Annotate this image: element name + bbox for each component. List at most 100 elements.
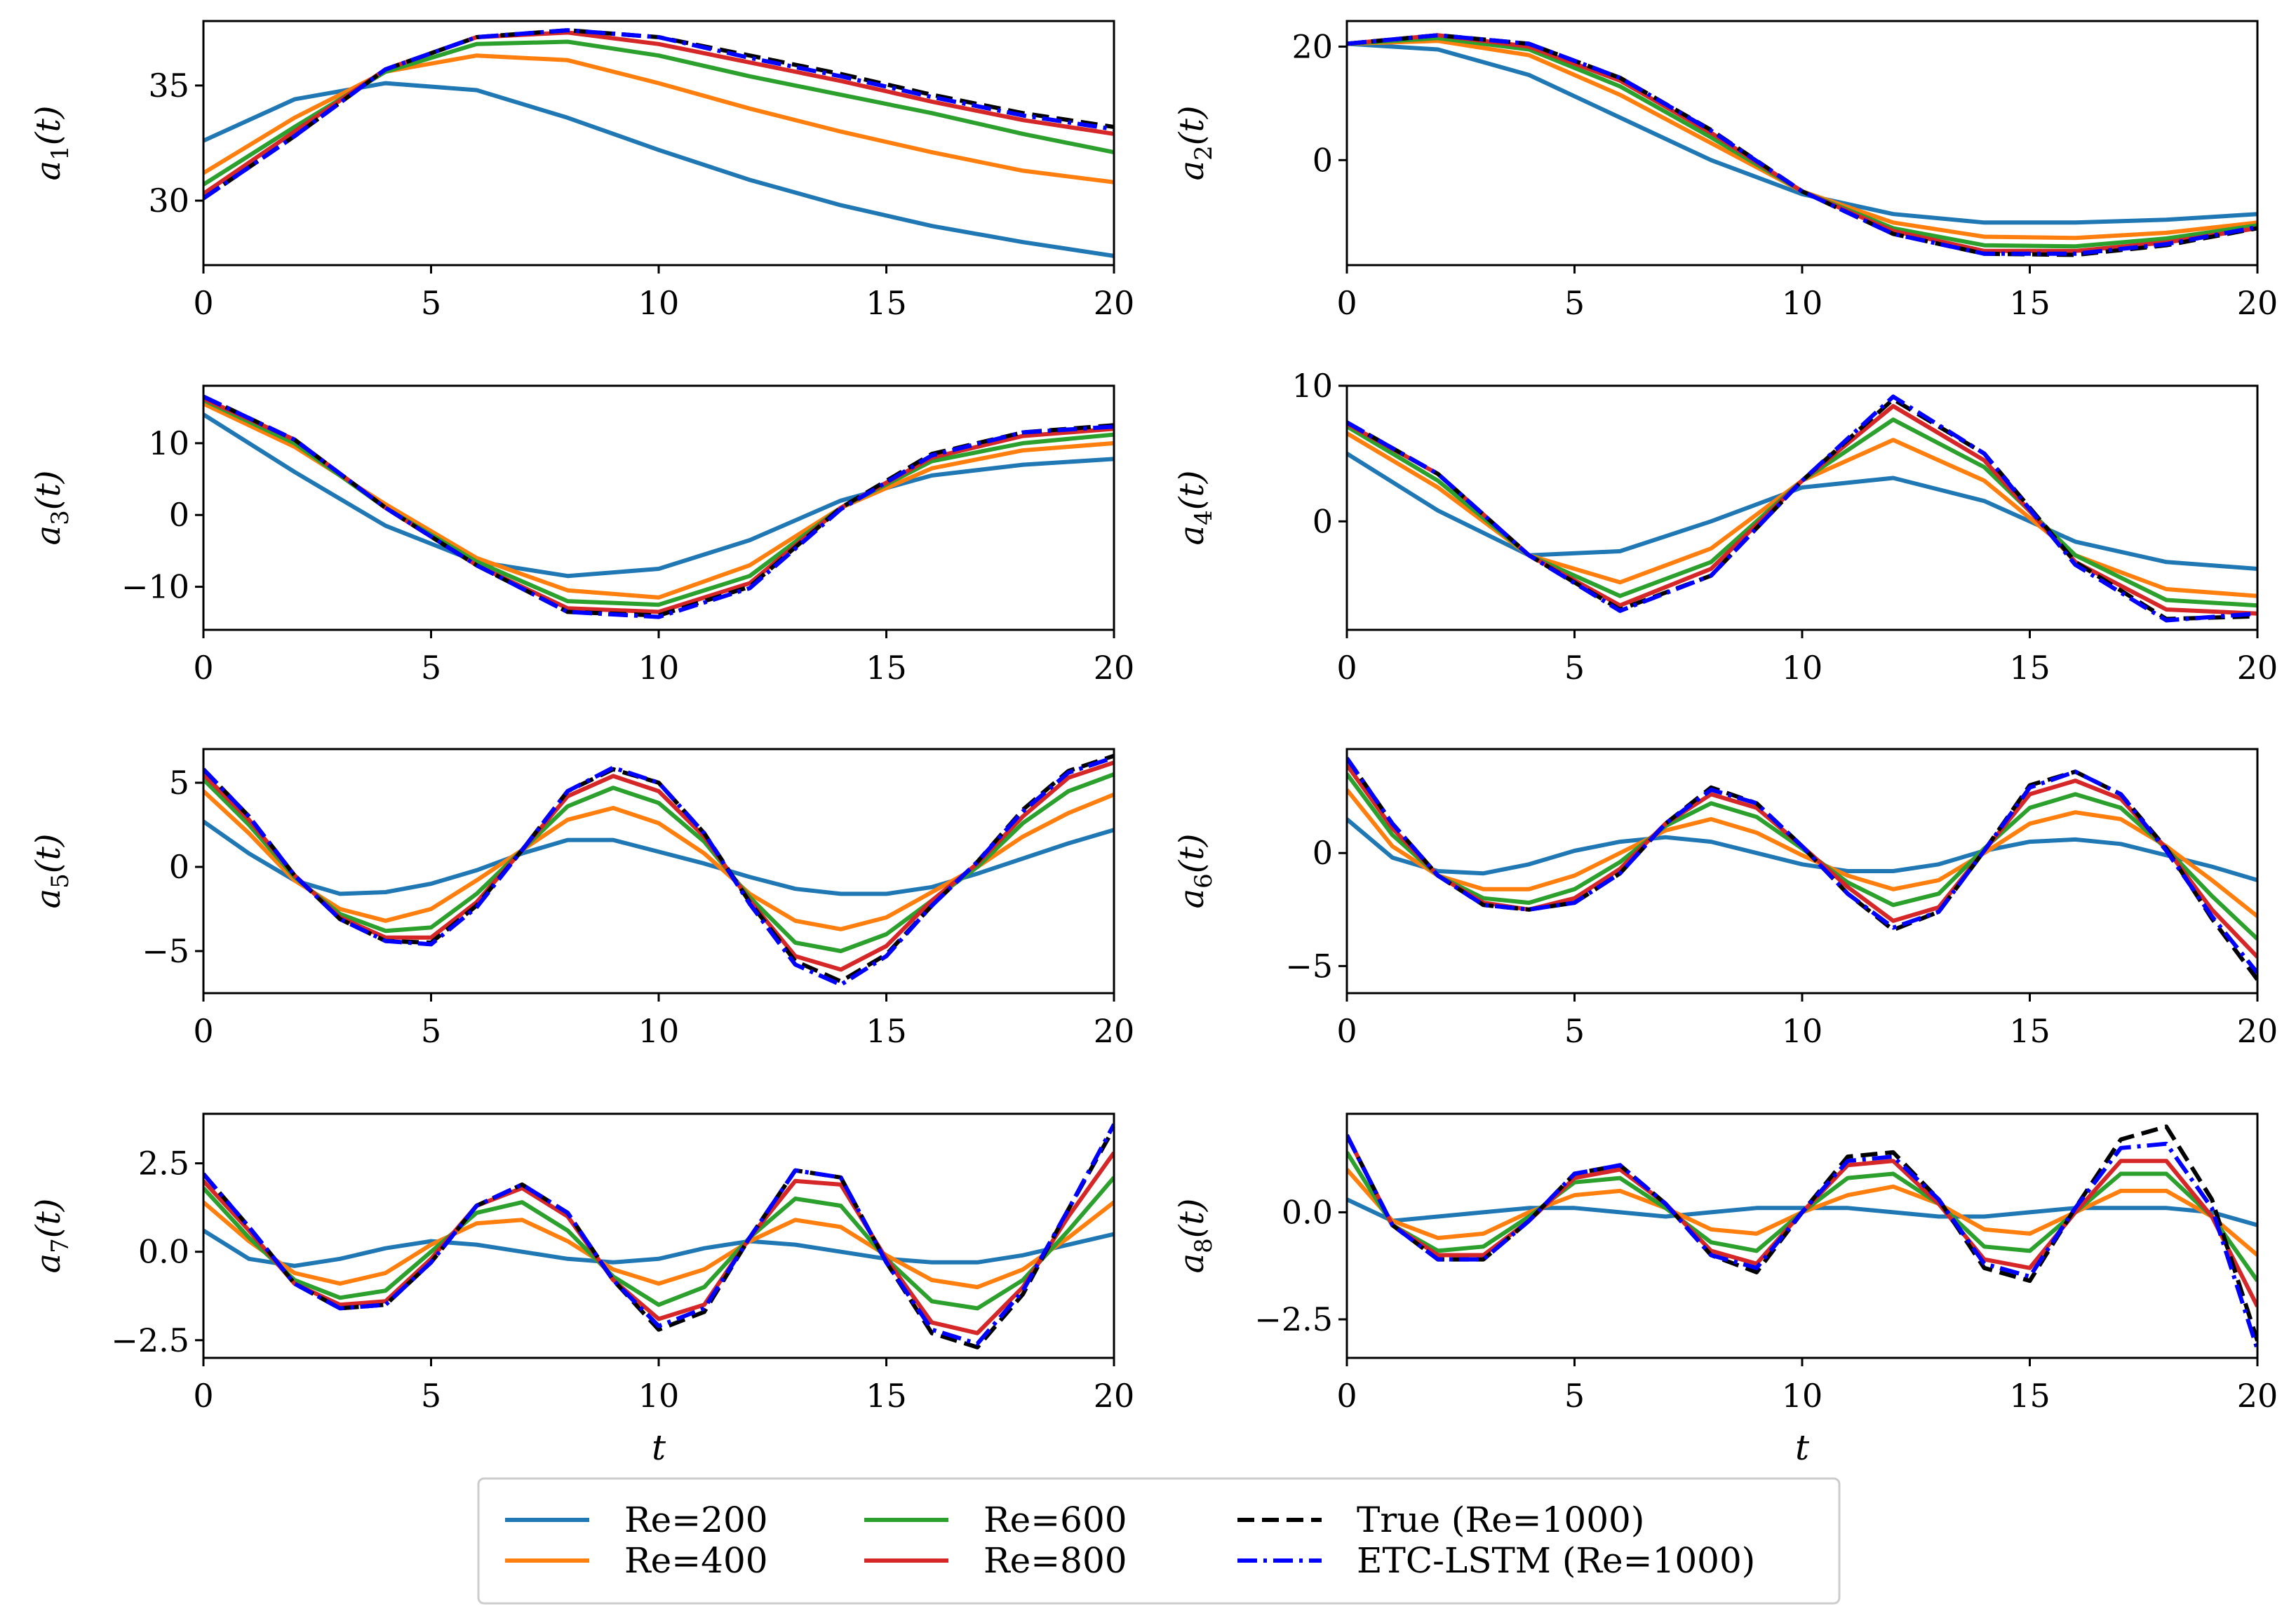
x-tick-label: 5: [421, 284, 441, 322]
subplot-a3: 0 5 10 15 20 −10 0 10 a3(t): [29, 384, 1135, 687]
subplot-a4: 0 5 10 15 20 0 10 a4(t): [1172, 367, 2278, 687]
x-tick-label: 15: [2009, 649, 2050, 687]
y-label-base: a: [1172, 889, 1211, 909]
y-axis-label: a6(t): [1172, 833, 1218, 908]
x-tick-label: 20: [2237, 649, 2278, 687]
y-axis-label: a8(t): [1172, 1198, 1218, 1273]
y-label-argument: (t): [29, 470, 68, 510]
series-group: [203, 394, 1114, 619]
y-tick-label: −5: [142, 932, 189, 970]
axes-frame: [1345, 384, 2259, 631]
series-line-re200: [1347, 1197, 2257, 1227]
x-tick-label: 20: [2237, 1377, 2278, 1415]
y-label-subscript: 6: [1190, 873, 1218, 889]
y-tick-label: −2.5: [111, 1321, 189, 1359]
x-tick-label: 0: [193, 1012, 213, 1050]
subplot-a8: 0 5 10 15 20 −2.5 0.0 a8(t) t: [1172, 1112, 2278, 1468]
x-tick-label: 10: [638, 1377, 680, 1415]
y-tick-label: 30: [148, 182, 189, 220]
y-tick-label: 2.5: [138, 1145, 189, 1183]
axes-frame: [1345, 20, 2259, 267]
y-label-subscript: 5: [46, 873, 74, 889]
series-line-re200: [203, 1228, 1114, 1268]
series-line-re600: [203, 1176, 1114, 1311]
subplot-a2: 0 5 10 15 20 0 20 a2(t): [1172, 20, 2278, 322]
series-line-re200: [203, 412, 1114, 579]
series-group: [1347, 757, 2257, 981]
series-line-etc: [203, 755, 1114, 987]
series-line-etc: [1347, 33, 2257, 256]
legend-entry-etc: ETC-LSTM (Re=1000): [1237, 1540, 1755, 1581]
x-tick-label: 20: [1094, 649, 1135, 687]
legend-entry-re600: Re=600: [864, 1500, 1127, 1540]
y-tick-label: 10: [1291, 367, 1333, 405]
series-group: [1347, 394, 2257, 623]
x-tick-label: 20: [1094, 284, 1135, 322]
series-group: [203, 28, 1114, 258]
x-tick-label: 5: [421, 649, 441, 687]
x-tick-label: 15: [866, 1377, 907, 1415]
y-label-argument: (t): [29, 105, 68, 145]
y-label-subscript: 3: [46, 510, 74, 525]
y-label-subscript: 4: [1190, 510, 1218, 525]
y-tick-label: 5: [169, 764, 189, 802]
series-line-true: [203, 394, 1114, 618]
y-label-argument: (t): [1172, 470, 1211, 510]
x-tick-label: 20: [2237, 1012, 2278, 1050]
x-tick-label: 20: [1094, 1012, 1135, 1050]
series-line-re600: [1347, 36, 2257, 249]
x-tick-label: 0: [1336, 284, 1357, 322]
y-label-base: a: [29, 161, 68, 181]
y-label-argument: (t): [1172, 1198, 1211, 1238]
y-tick-label: 10: [148, 424, 189, 462]
x-tick-label: 5: [1564, 284, 1585, 322]
x-tick-label: 10: [1782, 649, 1823, 687]
x-tick-label: 0: [1336, 1377, 1357, 1415]
series-line-re600: [203, 398, 1114, 607]
subplot-a7: 0 5 10 15 20 −2.5 0.0 2.5 a7(t) t: [29, 1112, 1134, 1468]
y-tick-label: 0: [1313, 141, 1333, 179]
x-axis-label: t: [652, 1427, 666, 1468]
y-tick-label: 0.0: [138, 1233, 189, 1271]
x-tick-label: 15: [2009, 1377, 2050, 1415]
x-tick-label: 15: [866, 649, 907, 687]
x-tick-label: 0: [193, 1377, 213, 1415]
series-group: [203, 1123, 1114, 1349]
legend-label: ETC-LSTM (Re=1000): [1357, 1540, 1755, 1581]
y-axis-label: a3(t): [29, 470, 74, 545]
series-line-re800: [203, 1151, 1114, 1335]
x-tick-label: 15: [2009, 284, 2050, 322]
series-group: [1347, 1124, 2257, 1350]
legend-label: Re=400: [624, 1540, 768, 1581]
x-tick-label: 0: [193, 284, 213, 322]
y-label-subscript: 1: [46, 145, 74, 161]
series-line-re200: [1347, 817, 2257, 882]
y-label-base: a: [1172, 161, 1211, 181]
legend-frame: [477, 1477, 1841, 1605]
y-label-base: a: [29, 1253, 68, 1274]
y-label-base: a: [29, 525, 68, 546]
legend-label: Re=800: [983, 1540, 1127, 1581]
legend-entry-re800: Re=800: [864, 1540, 1127, 1581]
y-label-argument: (t): [1172, 833, 1211, 873]
series-line-etc: [1347, 394, 2257, 623]
series-line-re400: [1347, 39, 2257, 241]
series-group: [203, 753, 1114, 987]
y-axis-label: a5(t): [29, 833, 74, 908]
series-line-true: [203, 1126, 1114, 1349]
series-line-re800: [1347, 33, 2257, 253]
y-tick-label: −5: [1285, 947, 1333, 985]
y-axis-label: a4(t): [1172, 470, 1218, 545]
legend-label: Re=600: [983, 1500, 1127, 1540]
y-label-base: a: [1172, 525, 1211, 546]
x-tick-label: 10: [638, 1012, 680, 1050]
series-line-re400: [203, 1200, 1114, 1290]
x-tick-label: 10: [638, 649, 680, 687]
series-line-etc: [203, 394, 1114, 619]
x-tick-label: 10: [1782, 1377, 1823, 1415]
